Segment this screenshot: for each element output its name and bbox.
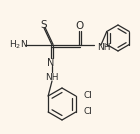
- Text: Cl: Cl: [84, 92, 93, 100]
- Text: Cl: Cl: [84, 107, 93, 116]
- Text: H$_2$N: H$_2$N: [9, 39, 27, 51]
- Text: N: N: [47, 58, 55, 68]
- Text: NH: NH: [45, 72, 59, 81]
- Text: O: O: [76, 21, 84, 31]
- Text: S: S: [41, 20, 47, 30]
- Text: NH: NH: [97, 42, 110, 51]
